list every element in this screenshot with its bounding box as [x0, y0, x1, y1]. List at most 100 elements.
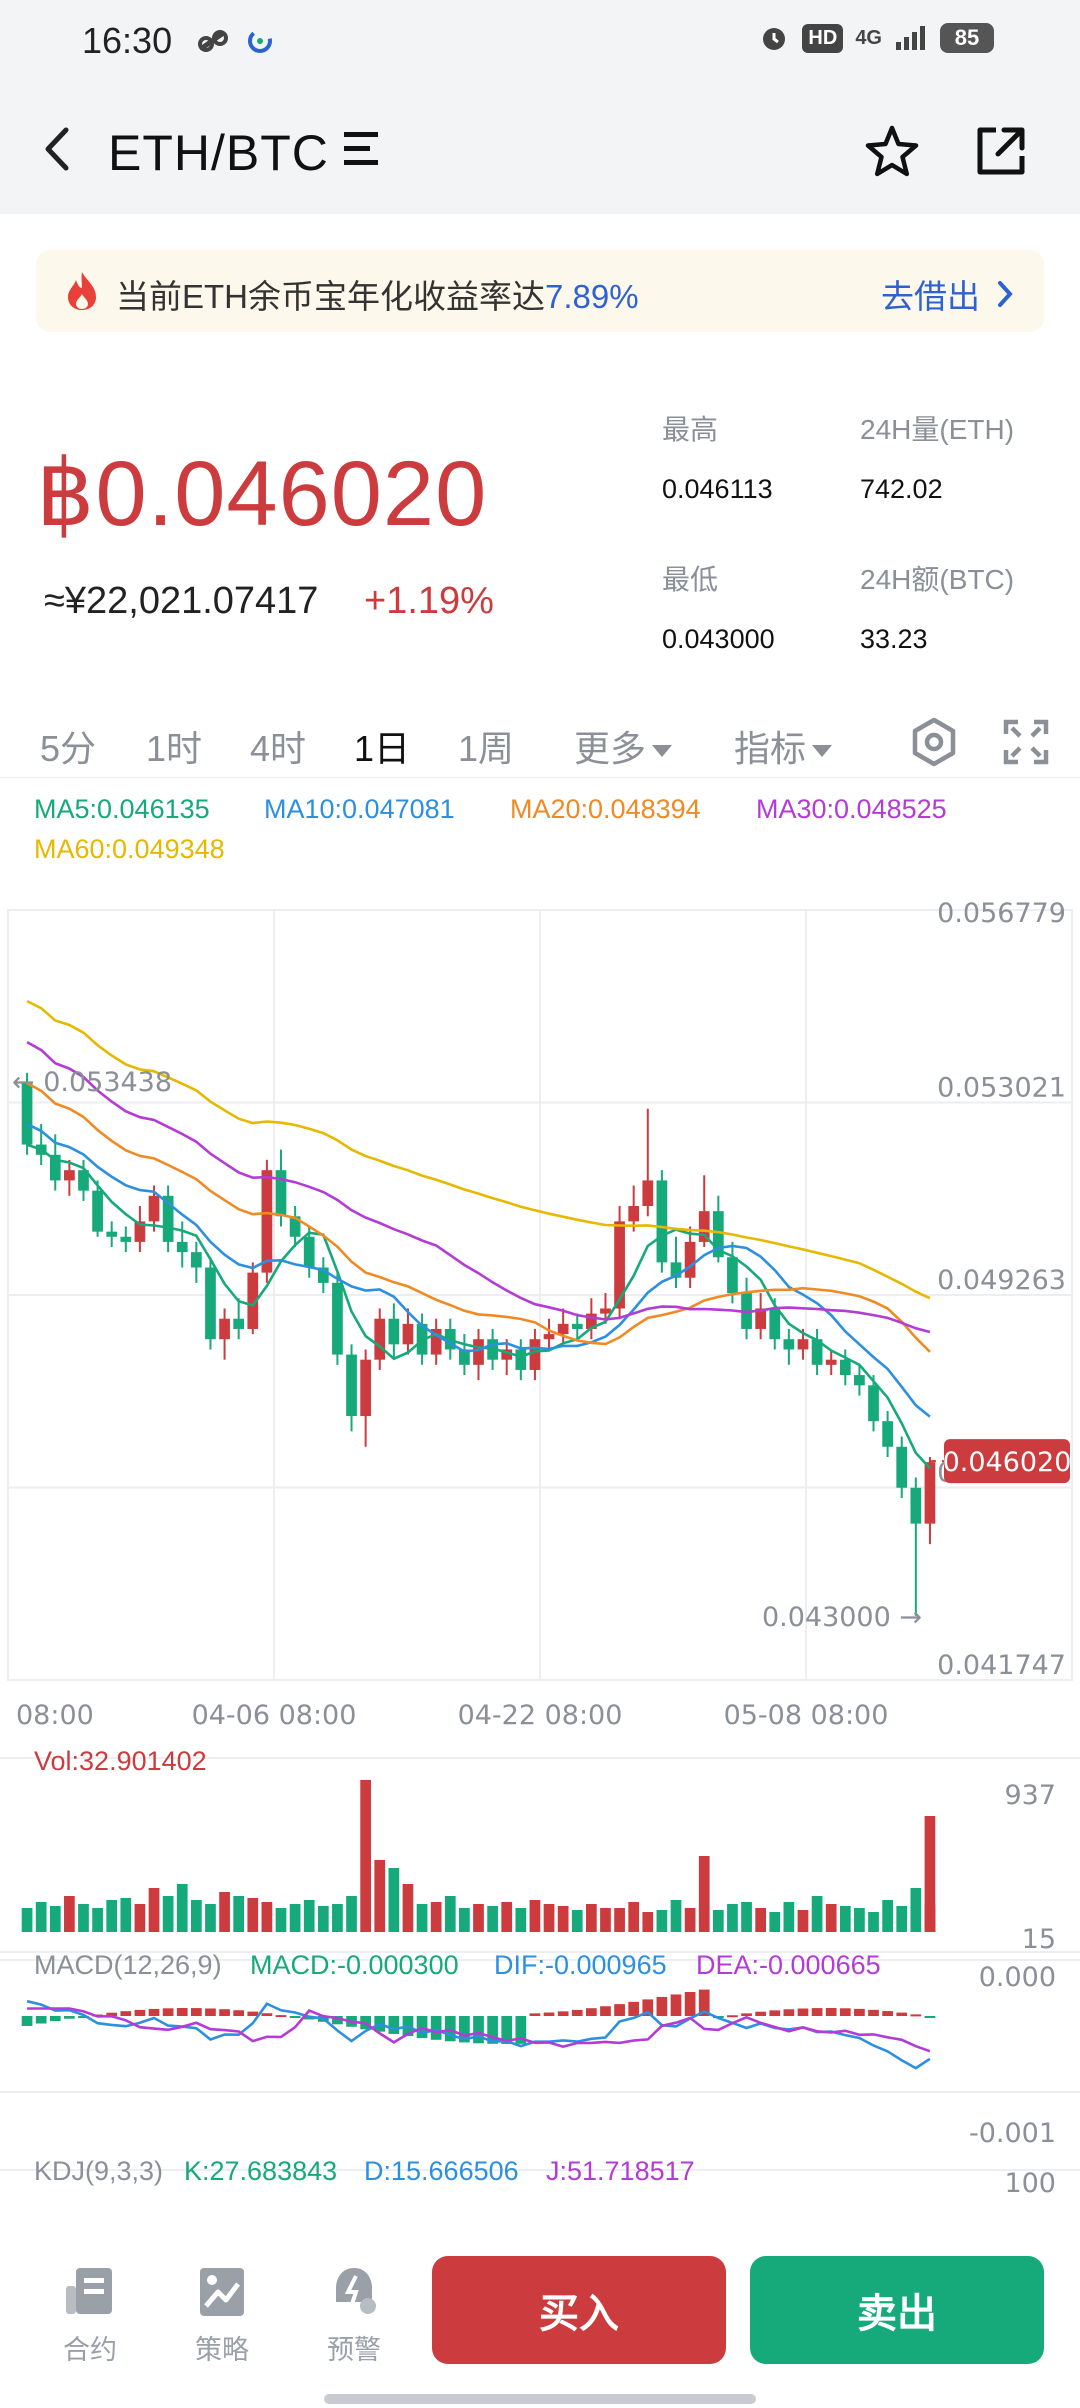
- volume-bar: [854, 1908, 865, 1932]
- volume-bar: [487, 1906, 498, 1932]
- macd-bar: [656, 1996, 668, 2016]
- candle-body: [698, 1211, 710, 1242]
- back-arrow-icon[interactable]: [34, 124, 84, 174]
- macd-bar: [430, 2016, 442, 2040]
- nav-alert[interactable]: 预警: [304, 2262, 404, 2367]
- volume-bar: [374, 1860, 386, 1932]
- volume-bar: [529, 1900, 541, 1932]
- volume-bar: [586, 1904, 597, 1932]
- nav-contract[interactable]: 合约: [40, 2262, 140, 2367]
- tab-1w[interactable]: 1周: [458, 728, 515, 769]
- volume-bar: [839, 1906, 851, 1932]
- settings-hexagon-icon[interactable]: [906, 714, 962, 770]
- kdj-d: D:15.666506: [364, 2156, 519, 2186]
- macd-bottom-label: -0.001: [969, 2118, 1056, 2149]
- low-value: 0.043000: [662, 624, 775, 654]
- y-tick-label: 0.049263: [937, 1265, 1066, 1296]
- candle-body: [825, 1359, 837, 1365]
- candle-body: [868, 1385, 879, 1422]
- sell-button[interactable]: 卖出: [750, 2256, 1044, 2364]
- pair-title[interactable]: ETH/BTC: [108, 125, 329, 181]
- battery-icon: 85: [940, 23, 994, 53]
- chevron-down-icon: [652, 745, 673, 758]
- candle-body: [882, 1421, 893, 1447]
- volume-bar: [769, 1912, 781, 1932]
- buy-button[interactable]: 买入: [432, 2256, 726, 2364]
- banner-text: 当前ETH余币宝年化收益率达7.89%: [116, 278, 639, 315]
- app-logo-icon: [248, 29, 272, 53]
- candle-body: [896, 1446, 908, 1488]
- candle-body: [755, 1308, 767, 1329]
- volume-bar: [120, 1898, 132, 1932]
- macd-bar: [769, 2010, 781, 2016]
- macd-bar: [388, 2016, 400, 2034]
- fullscreen-icon[interactable]: [998, 714, 1054, 770]
- candle-body: [134, 1221, 146, 1242]
- last-price-label: 0.046020: [943, 1447, 1072, 1478]
- macd-bar: [459, 2016, 470, 2043]
- promo-banner[interactable]: 当前ETH余币宝年化收益率达7.89% 去借出: [36, 250, 1044, 332]
- candle-body: [515, 1349, 527, 1370]
- volume-bar: [712, 1910, 724, 1932]
- nav-strategy[interactable]: 策略: [172, 2262, 272, 2367]
- chart-frame: [7, 909, 1073, 1681]
- candle-body: [571, 1323, 583, 1329]
- volume-bar: [797, 1910, 809, 1932]
- alarm-icon: [763, 28, 786, 50]
- macd-bar: [190, 2008, 202, 2016]
- tab-1d[interactable]: 1日: [354, 728, 411, 769]
- volume-bar: [571, 1910, 583, 1932]
- macd-value: MACD:-0.000300: [250, 1950, 459, 1980]
- chevron-down-icon: [812, 745, 833, 758]
- macd-bar: [501, 2016, 513, 2044]
- macd-bar: [571, 2009, 583, 2016]
- tab-1h[interactable]: 1时: [146, 728, 203, 769]
- y-tick-label: 0.056779: [937, 898, 1066, 929]
- tab-more[interactable]: 更多: [574, 720, 673, 772]
- volume-bar: [134, 1904, 146, 1932]
- x-tick-label: 05-08 08:00: [724, 1700, 889, 1731]
- macd-bar: [543, 2012, 555, 2016]
- amount-value: 33.23: [860, 624, 928, 654]
- volume-bar: [727, 1904, 738, 1932]
- candle-body: [233, 1318, 245, 1329]
- macd-bar: [247, 2011, 259, 2016]
- volume-bar: [868, 1912, 879, 1932]
- candle-body: [642, 1180, 654, 1207]
- ma10-line: [26, 1122, 931, 1418]
- ma5-line: [26, 1143, 931, 1470]
- candle-body: [670, 1262, 682, 1278]
- favorite-star-icon[interactable]: [862, 122, 922, 182]
- volume-bar: [162, 1896, 174, 1932]
- lend-link[interactable]: 去借出: [881, 270, 1014, 318]
- volume-bar: [924, 1816, 936, 1932]
- tab-indicators[interactable]: 指标: [734, 720, 833, 772]
- share-icon[interactable]: [972, 122, 1030, 180]
- candle-body: [176, 1241, 188, 1253]
- low-marker: 0.043000 →: [762, 1602, 922, 1633]
- ma20-line: [26, 1081, 931, 1353]
- dif-value: DIF:-0.000965: [494, 1950, 667, 1980]
- macd-bar: [21, 2016, 33, 2026]
- macd-bar: [642, 1999, 654, 2016]
- home-indicator[interactable]: [324, 2394, 756, 2404]
- tab-4h[interactable]: 4时: [250, 728, 307, 769]
- low-label: 最低: [662, 564, 719, 595]
- tab-5m[interactable]: 5分: [40, 728, 97, 769]
- volume-bar: [515, 1908, 527, 1932]
- kdj-k: K:27.683843: [184, 2156, 338, 2186]
- candle-body: [78, 1170, 89, 1191]
- candle-body: [910, 1487, 922, 1524]
- pair-list-icon[interactable]: [340, 128, 382, 170]
- volume-bar: [275, 1908, 287, 1932]
- volume-bar: [811, 1896, 823, 1932]
- volume-bar: [444, 1896, 456, 1932]
- dea-line: [27, 2007, 931, 2053]
- macd-bar: [35, 2016, 47, 2024]
- candle-body: [261, 1170, 273, 1273]
- volume-bar: [247, 1898, 259, 1932]
- candle-body: [120, 1236, 132, 1242]
- volume-bar: [642, 1912, 654, 1932]
- candlestick-chart[interactable]: 0.0567790.0530210.0492630.0455050.041747…: [0, 880, 1080, 2212]
- macd-bar: [811, 2008, 823, 2016]
